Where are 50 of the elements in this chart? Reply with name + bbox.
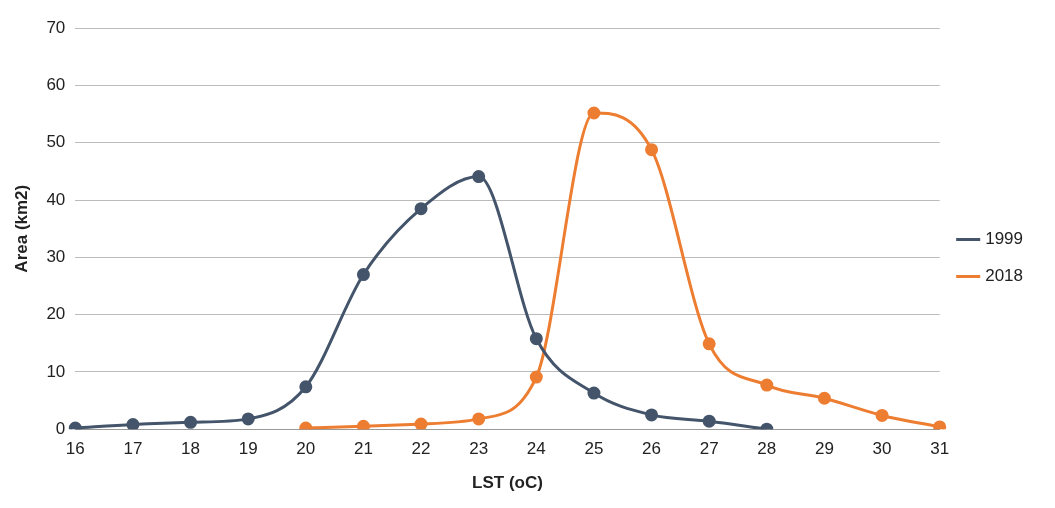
y-tick-label: 20 (46, 304, 66, 324)
y-tick-label: 0 (55, 418, 66, 438)
x-tick-label: 19 (238, 439, 258, 459)
x-tick-label: 27 (699, 439, 719, 459)
point (414, 417, 428, 430)
x-tick-label: 24 (526, 439, 546, 459)
x-tick-label: 29 (814, 439, 834, 459)
point (126, 418, 140, 430)
x-tick-label: 30 (872, 439, 892, 459)
point (587, 386, 601, 400)
point (933, 420, 947, 430)
x-tick-label: 22 (411, 439, 431, 459)
y-tick-label: 70 (46, 17, 66, 37)
y-tick-label: 30 (46, 247, 66, 267)
x-tick-label: 20 (296, 439, 316, 459)
x-tick-label: 17 (123, 439, 143, 459)
y-axis-title: Area (km2) (11, 184, 31, 273)
point (299, 380, 313, 394)
point (645, 143, 659, 157)
x-tick-label: 23 (469, 439, 489, 459)
point (356, 419, 370, 430)
x-tick-label: 26 (642, 439, 662, 459)
point (817, 391, 831, 405)
y-tick-label: 40 (46, 189, 66, 209)
point (472, 170, 486, 184)
x-tick-label: 21 (353, 439, 373, 459)
point (587, 106, 601, 120)
y-tick-label: 50 (46, 132, 66, 152)
point (356, 268, 370, 282)
point (529, 332, 543, 346)
point (645, 408, 659, 422)
point (702, 337, 716, 351)
point (760, 378, 774, 392)
point (529, 370, 543, 384)
point (875, 408, 889, 422)
x-tick-label: 25 (584, 439, 604, 459)
x-tick-label: 28 (757, 439, 777, 459)
y-tick-label: 60 (46, 75, 66, 95)
point (184, 415, 198, 429)
y-tick-label: 10 (46, 361, 66, 381)
x-tick-label: 16 (65, 439, 85, 459)
point (702, 414, 716, 428)
legend-label: 2018 (985, 266, 1024, 286)
point (472, 412, 486, 426)
point (414, 202, 428, 216)
x-tick-label: 31 (930, 439, 950, 459)
x-axis-title: LST (oC) (472, 473, 543, 493)
point (241, 412, 255, 426)
legend-label: 1999 (985, 229, 1024, 249)
x-tick-label: 18 (181, 439, 201, 459)
